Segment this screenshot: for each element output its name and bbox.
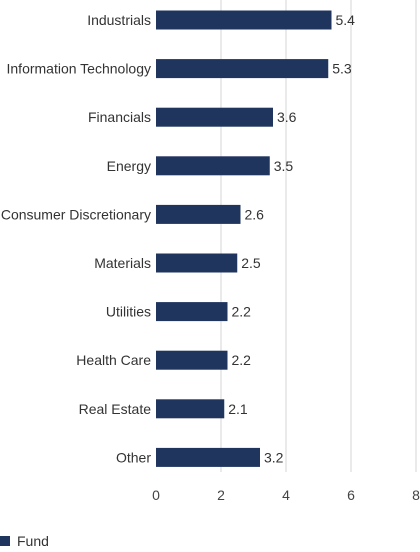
data-label-utilities: 2.2 — [232, 304, 252, 320]
bar-materials — [156, 253, 238, 273]
bar-financials — [156, 107, 273, 127]
data-label-energy: 3.5 — [274, 158, 294, 174]
data-label-other: 3.2 — [264, 449, 284, 465]
bar-utilities — [156, 302, 228, 322]
category-labels: Industrials Information Technology Financi… — [1, 12, 152, 465]
category-label-health-care: Health Care — [76, 352, 151, 368]
category-label-utilities: Utilities — [106, 304, 151, 320]
legend: Fund — [0, 533, 49, 549]
category-label-energy: Energy — [107, 158, 151, 174]
category-label-industrials: Industrials — [87, 12, 151, 28]
bar-real-estate — [156, 399, 225, 419]
category-label-materials: Materials — [94, 255, 151, 271]
x-tick-label-0: 0 — [152, 487, 160, 503]
bar-industrials — [156, 10, 332, 30]
x-tick-label-8: 8 — [412, 487, 420, 503]
bars — [156, 10, 332, 467]
x-tick-label-4: 4 — [282, 487, 290, 503]
bar-information-technology — [156, 59, 329, 79]
category-label-information-technology: Information Technology — [7, 61, 152, 77]
bar-consumer-discretionary — [156, 204, 241, 224]
data-label-real-estate: 2.1 — [228, 401, 248, 417]
gridlines — [220, 0, 417, 472]
data-label-materials: 2.5 — [241, 255, 261, 271]
legend-label-fund: Fund — [17, 533, 49, 549]
bar-health-care — [156, 350, 228, 370]
data-label-consumer-discretionary: 2.6 — [245, 206, 265, 222]
category-label-real-estate: Real Estate — [79, 401, 152, 417]
x-axis-ticks: 0 2 4 6 8 — [152, 487, 420, 503]
category-label-financials: Financials — [88, 109, 151, 125]
bar-other — [156, 447, 260, 467]
bar-energy — [156, 156, 270, 176]
data-label-health-care: 2.2 — [232, 352, 252, 368]
x-tick-label-6: 6 — [347, 487, 355, 503]
data-label-information-technology: 5.3 — [332, 61, 352, 77]
category-label-other: Other — [116, 449, 151, 465]
data-labels: 5.4 5.3 3.6 3.5 2.6 2.5 2.2 2.2 2.1 3.2 — [228, 12, 355, 465]
category-label-consumer-discretionary: Consumer Discretionary — [1, 206, 151, 222]
data-label-financials: 3.6 — [277, 109, 297, 125]
data-label-industrials: 5.4 — [336, 12, 356, 28]
legend-swatch-fund — [0, 536, 10, 546]
x-tick-label-2: 2 — [217, 487, 225, 503]
